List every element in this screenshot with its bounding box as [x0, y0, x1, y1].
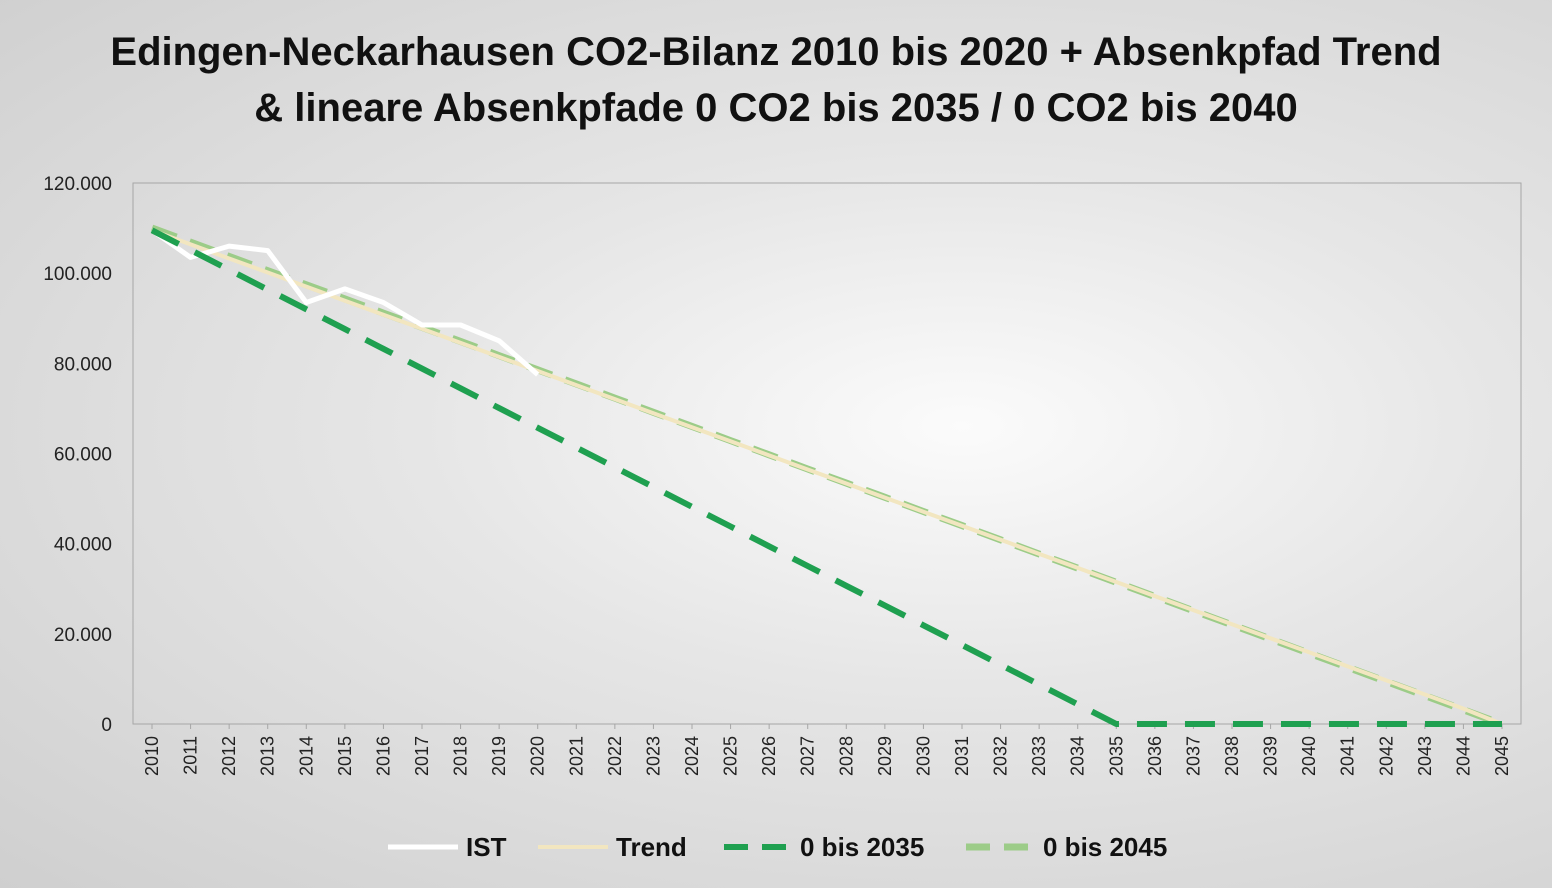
- x-tick-label: 2019: [489, 736, 509, 776]
- series-line-ist: [150, 228, 540, 377]
- x-tick-label: 2040: [1299, 736, 1319, 776]
- y-tick-label: 40.000: [54, 535, 112, 556]
- legend: IST Trend 0 bis 2035 0 bis 2045: [388, 832, 1167, 862]
- x-tick-label: 2031: [952, 736, 972, 776]
- y-tick-label: 60.000: [54, 445, 112, 466]
- chart-title: Edingen-Neckarhausen CO2-Bilanz 2010 bis…: [0, 24, 1552, 136]
- x-tick-label: 2043: [1415, 736, 1435, 776]
- x-tick-label: 2038: [1222, 736, 1242, 776]
- series-line-0-bis-2035: [150, 227, 1502, 727]
- x-tick-label: 2018: [451, 736, 471, 776]
- x-tick-label: 2012: [219, 736, 239, 776]
- x-tick-label: 2013: [258, 736, 278, 776]
- x-tick-label: 2033: [1029, 736, 1049, 776]
- x-axis: 2010 2011 2012 2013 2014 2015 2016 2017 2018 2019…: [142, 724, 1512, 776]
- x-tick-label: 2045: [1492, 736, 1512, 776]
- legend-label: IST: [466, 832, 507, 862]
- x-tick-label: 2041: [1338, 736, 1358, 776]
- y-tick-label: 20.000: [54, 625, 112, 646]
- x-tick-label: 2014: [296, 736, 316, 776]
- x-tick-label: 2027: [798, 736, 818, 776]
- x-tick-label: 2028: [836, 736, 856, 776]
- x-tick-label: 2016: [373, 736, 393, 776]
- x-tick-label: 2036: [1145, 736, 1165, 776]
- y-axis: 0 20.000 40.000 60.000 80.000 100.000 120.000: [43, 174, 112, 736]
- x-tick-label: 2029: [875, 736, 895, 776]
- x-tick-label: 2022: [605, 736, 625, 776]
- x-tick-label: 2024: [682, 736, 702, 776]
- y-tick-label: 120.000: [43, 174, 112, 195]
- x-tick-label: 2030: [913, 736, 933, 776]
- x-tick-label: 2015: [335, 736, 355, 776]
- series-layer: [150, 224, 1504, 728]
- series-line-trend: [151, 228, 1503, 726]
- y-tick-label: 100.000: [43, 264, 112, 285]
- y-tick-label: 80.000: [54, 354, 112, 375]
- x-tick-label: 2025: [721, 736, 741, 776]
- x-tick-label: 2021: [566, 736, 586, 776]
- x-tick-label: 2011: [181, 736, 201, 775]
- x-tick-label: 2039: [1261, 736, 1281, 776]
- x-tick-label: 2032: [991, 736, 1011, 776]
- x-tick-label: 2017: [412, 736, 432, 776]
- legend-label: 0 bis 2045: [1043, 832, 1167, 862]
- legend-label: 0 bis 2035: [800, 832, 924, 862]
- x-tick-label: 2037: [1183, 736, 1203, 776]
- legend-label: Trend: [616, 832, 687, 862]
- x-tick-label: 2020: [528, 736, 548, 776]
- x-tick-label: 2042: [1376, 736, 1396, 776]
- x-tick-label: 2026: [759, 736, 779, 776]
- chart-title-line1: Edingen-Neckarhausen CO2-Bilanz 2010 bis…: [110, 30, 1442, 74]
- x-tick-label: 2035: [1106, 736, 1126, 776]
- x-tick-label: 2034: [1068, 736, 1088, 776]
- y-tick-label: 0: [101, 715, 112, 736]
- chart-title-line2: & lineare Absenkpfade 0 CO2 bis 2035 / 0…: [254, 86, 1298, 130]
- x-tick-label: 2010: [142, 736, 162, 776]
- plot-area: [132, 182, 1522, 725]
- x-tick-label: 2023: [643, 736, 663, 776]
- x-tick-label: 2044: [1453, 736, 1473, 776]
